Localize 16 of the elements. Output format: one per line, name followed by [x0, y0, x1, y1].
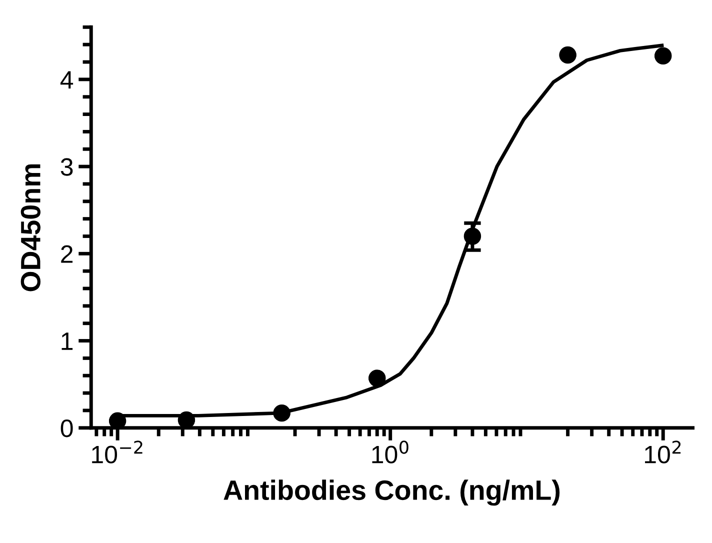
x-tick-label: 10$^{−2}$ — [92, 440, 142, 464]
y-tick-label: 2 — [61, 245, 73, 263]
point — [178, 411, 196, 428]
x-axis-title: Antibodies Conc. (ng/mL) — [224, 480, 560, 506]
y-tick-label: 4 — [60, 71, 74, 88]
y-tick-label: 3 — [60, 158, 73, 176]
x-tick-label: 10$^{0}$ — [372, 440, 408, 464]
y-tick-label: 1 — [62, 332, 73, 350]
point — [273, 404, 290, 422]
point — [559, 46, 576, 64]
y-tick-label: 0 — [60, 419, 73, 438]
point — [368, 370, 386, 387]
point — [654, 47, 672, 65]
x-tick-label: 10$^{2}$ — [645, 440, 681, 464]
y-axis-title: OD450nm — [20, 164, 40, 292]
point — [464, 228, 482, 245]
